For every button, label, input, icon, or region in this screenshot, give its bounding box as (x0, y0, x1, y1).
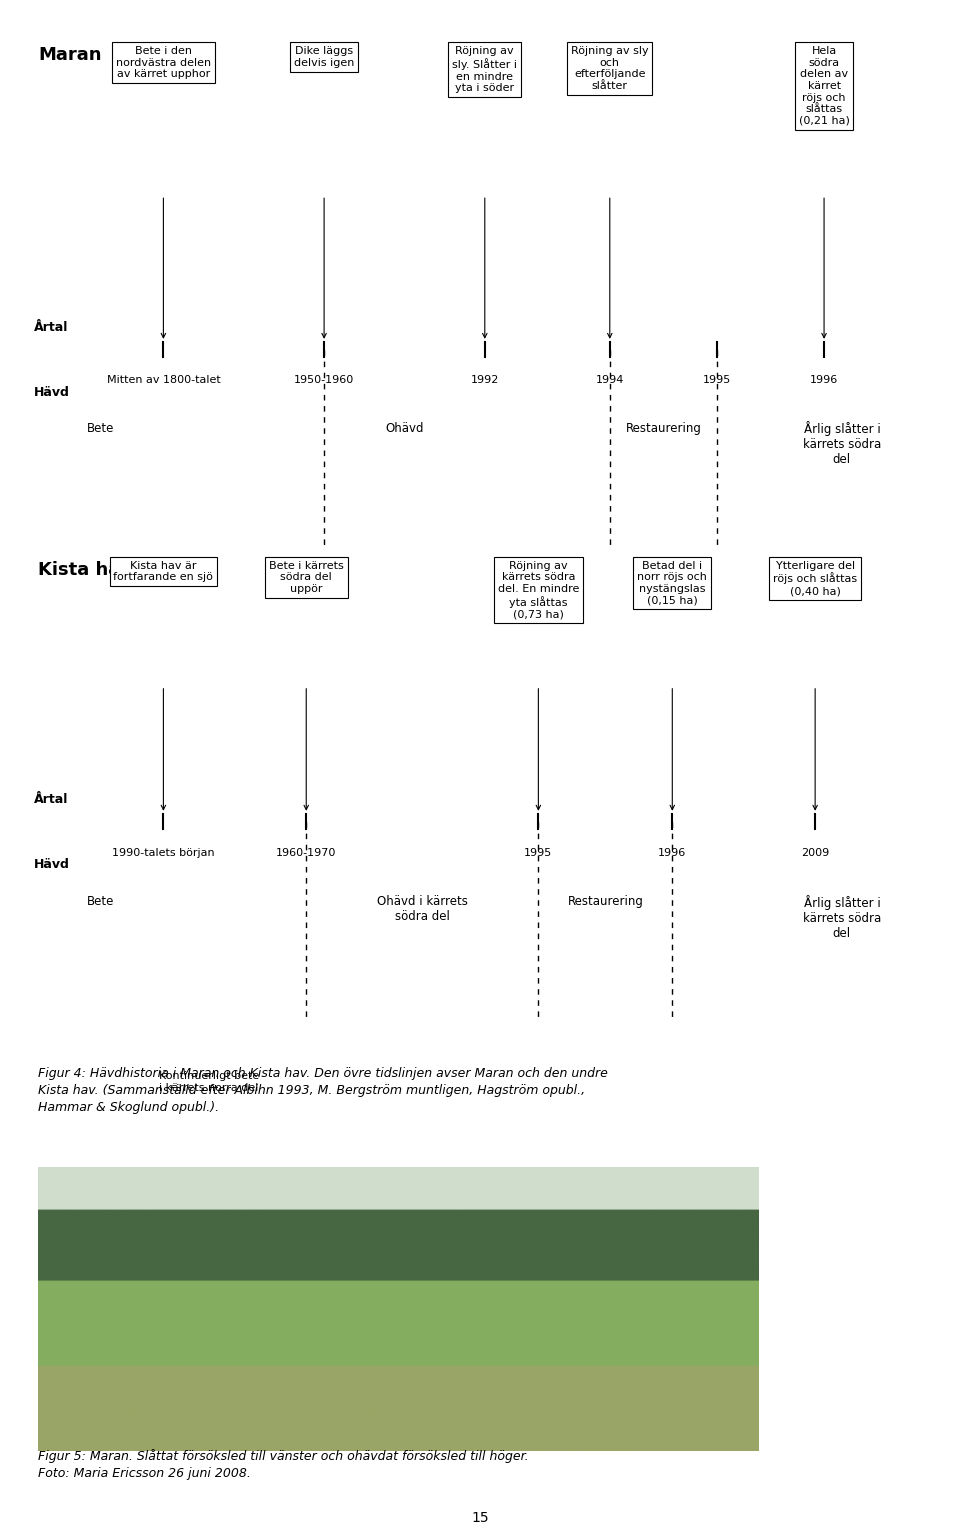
Text: Röjning av
sly. Slåtter i
en mindre
yta i söder: Röjning av sly. Slåtter i en mindre yta … (452, 46, 517, 94)
Text: Röjning av
kärrets södra
del. En mindre
yta slåttas
(0,73 ha): Röjning av kärrets södra del. En mindre … (497, 560, 579, 619)
Text: Röjning av sly
och
efterföljande
slåtter: Röjning av sly och efterföljande slåtter (571, 46, 649, 91)
Text: 1990-talets början: 1990-talets början (112, 847, 215, 858)
Text: Restaurering: Restaurering (625, 422, 702, 434)
Text: 2009: 2009 (801, 847, 829, 858)
Text: 1950-1960: 1950-1960 (294, 375, 354, 385)
Text: Bete: Bete (87, 422, 114, 434)
Text: Bete i den
nordvästra delen
av kärret upphor: Bete i den nordvästra delen av kärret up… (116, 46, 211, 80)
Text: Ohävd: Ohävd (385, 422, 423, 434)
Text: Årlig slåtter i
kärrets södra
del: Årlig slåtter i kärrets södra del (803, 422, 881, 467)
Text: Maran: Maran (38, 46, 102, 64)
Text: Årtal: Årtal (34, 321, 68, 335)
Text: Kontinuerligt bete
i kärrets norra del: Kontinuerligt bete i kärrets norra del (159, 1071, 259, 1093)
Text: Hävd: Hävd (34, 858, 70, 870)
Text: Restaurering: Restaurering (567, 895, 643, 907)
Text: 1996: 1996 (659, 847, 686, 858)
Text: Kista hav: Kista hav (38, 560, 132, 579)
Text: Dike läggs
delvis igen: Dike läggs delvis igen (294, 46, 354, 68)
Text: Ohävd i kärrets
södra del: Ohävd i kärrets södra del (377, 895, 468, 923)
Text: 1994: 1994 (595, 375, 624, 385)
Text: Betad del i
norr röjs och
nystängslas
(0,15 ha): Betad del i norr röjs och nystängslas (0… (637, 560, 708, 605)
Text: Figur 4: Hävdhistoria i Maran och Kista hav. Den övre tidslinjen avser Maran och: Figur 4: Hävdhistoria i Maran och Kista … (38, 1067, 609, 1114)
Text: Bete i kärrets
södra del
uppör: Bete i kärrets södra del uppör (269, 560, 344, 594)
Text: Årtal: Årtal (34, 794, 68, 806)
Text: Årlig slåtter i
kärrets södra
del: Årlig slåtter i kärrets södra del (803, 895, 881, 939)
Text: 1995: 1995 (703, 375, 732, 385)
Text: 1960-1970: 1960-1970 (276, 847, 336, 858)
Text: 1992: 1992 (470, 375, 499, 385)
Text: 1995: 1995 (524, 847, 553, 858)
Text: Ytterligare del
röjs och slåttas
(0,40 ha): Ytterligare del röjs och slåttas (0,40 h… (773, 560, 857, 596)
Text: Figur 5: Maran. Slåttat försöksled till vänster och ohävdat försöksled till höge: Figur 5: Maran. Slåttat försöksled till … (38, 1449, 529, 1480)
Text: Hela
södra
delen av
kärret
röjs och
slåttas
(0,21 ha): Hela södra delen av kärret röjs och slåt… (799, 46, 850, 126)
Text: 15: 15 (471, 1510, 489, 1526)
Text: Kista hav är
fortfarande en sjö: Kista hav är fortfarande en sjö (113, 560, 213, 582)
Text: 1996: 1996 (810, 375, 838, 385)
Text: Bete: Bete (87, 895, 114, 907)
Text: Hävd: Hävd (34, 385, 70, 399)
Text: Mitten av 1800-talet: Mitten av 1800-talet (107, 375, 220, 385)
